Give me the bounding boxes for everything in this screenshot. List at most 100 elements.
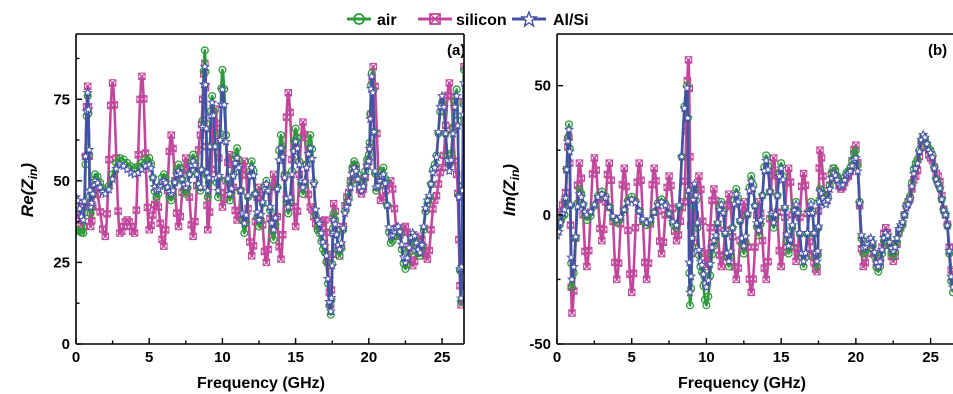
panel-a-series-alsi-point: [341, 201, 352, 212]
panel-a-series-silicon-point: [429, 205, 437, 213]
panel-a-series-alsi-point: [195, 182, 206, 192]
panel-a-y-tick-label: 25: [53, 254, 70, 271]
panel-a-series-air-point: [276, 131, 286, 140]
panel-b-series-silicon-point: [710, 185, 718, 193]
legend-label-air: air: [377, 12, 397, 29]
panel-a-series-silicon-point: [149, 211, 157, 219]
panel-a-series-alsi-point: [366, 71, 377, 81]
panel-b-series-alsi-point: [706, 242, 718, 252]
panel-a-series-alsi-point: [169, 177, 180, 187]
panel-a-series-alsi-point: [290, 136, 301, 146]
panel-a-series-alsi-point: [266, 217, 277, 228]
panel-b-series-alsi-point: [914, 146, 925, 156]
panel-b-series-alsi-point: [942, 220, 953, 230]
panel-a-series-alsi-point: [203, 172, 214, 183]
panel-a-ylabel-text: Re(Zin): [18, 163, 40, 217]
panel-b-series-alsi-point: [695, 255, 706, 266]
panel-a-series-alsi-point: [433, 126, 444, 137]
panel-a-series-alsi-point: [279, 172, 290, 182]
panel-a-series-silicon-point: [189, 232, 197, 241]
panel-a-series-air-point: [218, 65, 227, 74]
panel-b-series-alsi-point: [940, 209, 951, 220]
panel-a-series-silicon-point: [174, 222, 183, 231]
panel-a-series-alsi-point: [226, 183, 237, 193]
panel-a-series-silicon-point: [445, 79, 454, 87]
panel-b-series-silicon-point: [614, 259, 623, 267]
panel-a-series-alsi-point: [270, 212, 281, 223]
panel-a-series-silicon-point: [114, 207, 122, 215]
panel-a-series-alsi-point: [255, 209, 266, 220]
panel-b-series-alsi-point: [847, 160, 858, 171]
panel-a-series-alsi-point: [230, 158, 241, 168]
panel-b-series-alsi-point: [710, 230, 721, 240]
panel-b-series-alsi-point: [776, 162, 787, 173]
panel-a-series-alsi-point: [147, 172, 158, 182]
panel-a-series-alsi-point: [297, 182, 308, 192]
panel-a-series-alsi-point: [305, 142, 316, 153]
panel-b-series-alsi-point: [589, 199, 600, 209]
panel-a-series-silicon-point: [434, 180, 443, 188]
panel-a-series-alsi-point: [420, 202, 431, 213]
panel-a-series-alsi-point: [160, 177, 171, 188]
panel-a-series-silicon-point: [275, 242, 283, 251]
panel-a-series-alsi-point: [303, 148, 314, 159]
panel-b-series-alsi-point: [927, 152, 938, 162]
legend-marker-alsi: [520, 10, 538, 28]
panel-a-series-alsi-point: [446, 154, 457, 165]
panel-b-series-silicon-point: [607, 176, 615, 184]
panel-b-series-alsi-point: [559, 204, 570, 214]
panel-b-series-silicon-point: [644, 259, 653, 267]
panel-a-series-alsi-point: [369, 165, 381, 176]
panel-a-series-alsi-point: [87, 188, 98, 199]
panel-a-series-alsi-point: [396, 239, 407, 249]
panel-a-series-alsi-markers: [76, 61, 464, 316]
panel-b-series-alsi-point: [578, 199, 589, 209]
panel-a-series-alsi-point: [294, 159, 305, 169]
panel-a-series-silicon-point: [110, 101, 119, 109]
panel-b-series-silicon-point: [819, 172, 827, 180]
panel-b-series-alsi-point: [779, 201, 790, 212]
panel-a-series-silicon-point: [390, 204, 399, 213]
panel-a-series-silicon-point: [147, 221, 155, 230]
panel-a-series-alsi-point: [456, 261, 464, 272]
panel-b-series-alsi-point: [688, 194, 699, 205]
panel-a-series-silicon-point: [161, 226, 170, 234]
panel-a-series-alsi-point: [449, 101, 460, 112]
panel-b-series-silicon-point: [583, 262, 591, 271]
panel-b-series-alsi-point: [693, 244, 705, 255]
panel-a-series-alsi-point: [145, 162, 157, 173]
panel-b-series-alsi-point: [805, 199, 816, 209]
panel-a-series-air-point: [225, 196, 234, 205]
panel-a-series-air-point: [284, 209, 293, 218]
panel-a-series-alsi-point: [263, 185, 274, 196]
panel-a-series-silicon-point: [154, 203, 163, 211]
panel-b-series-silicon-point: [667, 181, 675, 190]
panel-a-series-silicon-point: [139, 95, 148, 103]
panel-a-series-alsi-point: [321, 250, 332, 260]
panel-b-series-alsi-point: [746, 176, 757, 186]
panel-a-series-air-point: [401, 264, 410, 273]
panel-a-series-alsi-point: [86, 197, 97, 208]
panel-a-series-air-point: [79, 229, 88, 238]
panel-b-series-alsi-point: [664, 208, 675, 218]
panel-b-series-alsi-point: [570, 231, 581, 242]
panel-b-x-tick-label: 0: [553, 349, 561, 366]
panel-b-series-silicon-point: [613, 275, 621, 284]
panel-b-series-silicon-point: [749, 275, 757, 283]
panel-a-series-alsi-point: [372, 180, 384, 190]
panel-b-series-alsi-point: [561, 164, 572, 174]
panel-a-series-alsi-point: [277, 151, 288, 162]
panel-b-series-alsi-point: [785, 234, 796, 245]
panel-a-series-silicon-point: [169, 144, 177, 153]
panel-a-series-alsi-point: [217, 84, 228, 94]
panel-b-series-alsi-point: [676, 151, 687, 161]
panel-b-series-air-point: [739, 249, 748, 258]
panel-a-series-alsi-point: [76, 195, 83, 205]
panel-b-series-alsi-point: [692, 217, 703, 227]
panel-b-series-alsi-point: [679, 103, 690, 113]
panel-a-y-tick-label: 50: [53, 173, 70, 190]
legend-marker-silicon: [429, 13, 441, 25]
legend-label-silicon: silicon: [456, 12, 507, 29]
